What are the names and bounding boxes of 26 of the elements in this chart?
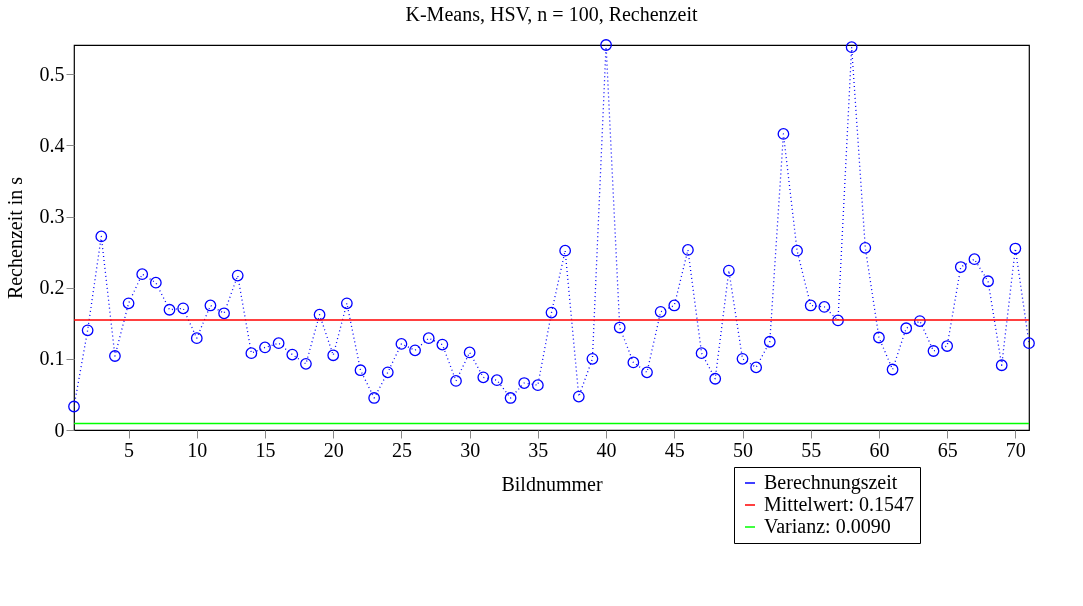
x-tick-label: 40: [596, 438, 617, 461]
x-tick-label: 5: [124, 438, 135, 461]
y-tick-label: 0: [54, 418, 65, 441]
x-tick-label: 70: [1005, 438, 1026, 461]
y-tick-label: 0.5: [39, 62, 65, 85]
x-tick-label: 15: [255, 438, 276, 461]
x-tick-label: 55: [801, 438, 822, 461]
legend-label: Varianz: 0.0090: [764, 515, 891, 537]
x-tick-label: 60: [869, 438, 890, 461]
x-tick-label: 20: [323, 438, 344, 461]
x-tick-label: 45: [664, 438, 685, 461]
x-tick-label: 35: [528, 438, 549, 461]
x-tick-label: 30: [460, 438, 481, 461]
legend-label: Mittelwert: 0.1547: [764, 493, 914, 515]
x-axis-title: Bildnummer: [501, 472, 603, 495]
x-tick-label: 50: [733, 438, 753, 461]
y-axis-title: Rechenzeit in s: [3, 176, 26, 300]
legend-label: Berechnungszeit: [764, 471, 898, 494]
y-tick-label: 0.3: [39, 205, 65, 228]
x-tick-label: 65: [937, 438, 958, 461]
x-tick-label: 25: [391, 438, 412, 461]
chart-title: K-Means, HSV, n = 100, Rechenzeit: [405, 3, 698, 26]
y-tick-label: 0.1: [39, 347, 65, 370]
y-tick-label: 0.4: [39, 133, 65, 156]
y-tick-label: 0.2: [39, 276, 65, 299]
x-tick-label: 10: [187, 438, 208, 461]
